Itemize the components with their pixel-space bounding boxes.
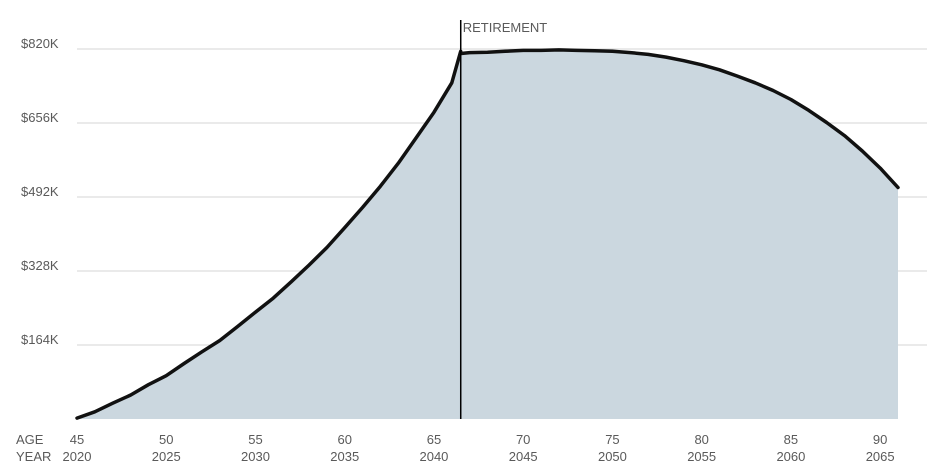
year-tick-label: 2065 bbox=[866, 449, 895, 464]
y-tick-label: $328K bbox=[21, 258, 59, 273]
savings-area-fill bbox=[77, 49, 898, 420]
year-tick-label: 2030 bbox=[241, 449, 270, 464]
year-tick-label: 2020 bbox=[63, 449, 92, 464]
year-tick-label: 2060 bbox=[776, 449, 805, 464]
year-tick-label: 2055 bbox=[687, 449, 716, 464]
age-row-label: AGE bbox=[16, 432, 44, 447]
savings-trend-line bbox=[75, 48, 900, 420]
age-tick-label: 55 bbox=[248, 432, 262, 447]
age-tick-label: 60 bbox=[337, 432, 351, 447]
savings-line bbox=[75, 48, 900, 420]
retirement-marker: RETIREMENT bbox=[459, 20, 548, 419]
savings-area bbox=[77, 49, 898, 420]
age-tick-label: 80 bbox=[694, 432, 708, 447]
y-tick-label: $164K bbox=[21, 332, 59, 347]
age-tick-label: 70 bbox=[516, 432, 530, 447]
age-tick-label: 85 bbox=[784, 432, 798, 447]
age-tick-label: 50 bbox=[159, 432, 173, 447]
year-tick-label: 2040 bbox=[419, 449, 448, 464]
year-tick-label: 2045 bbox=[509, 449, 538, 464]
year-row-label: YEAR bbox=[16, 449, 51, 464]
retirement-label: RETIREMENT bbox=[463, 20, 548, 35]
age-tick-label: 45 bbox=[70, 432, 84, 447]
age-tick-label: 65 bbox=[427, 432, 441, 447]
age-tick-label: 90 bbox=[873, 432, 887, 447]
y-tick-label: $492K bbox=[21, 184, 59, 199]
y-tick-label: $656K bbox=[21, 110, 59, 125]
age-tick-label: 75 bbox=[605, 432, 619, 447]
year-tick-label: 2025 bbox=[152, 449, 181, 464]
year-tick-label: 2035 bbox=[330, 449, 359, 464]
y-tick-label: $820K bbox=[21, 36, 59, 51]
year-tick-label: 2050 bbox=[598, 449, 627, 464]
axis-labels: AGE YEAR $164K $328K $492K $656K $820K 45 2020… bbox=[16, 36, 895, 464]
